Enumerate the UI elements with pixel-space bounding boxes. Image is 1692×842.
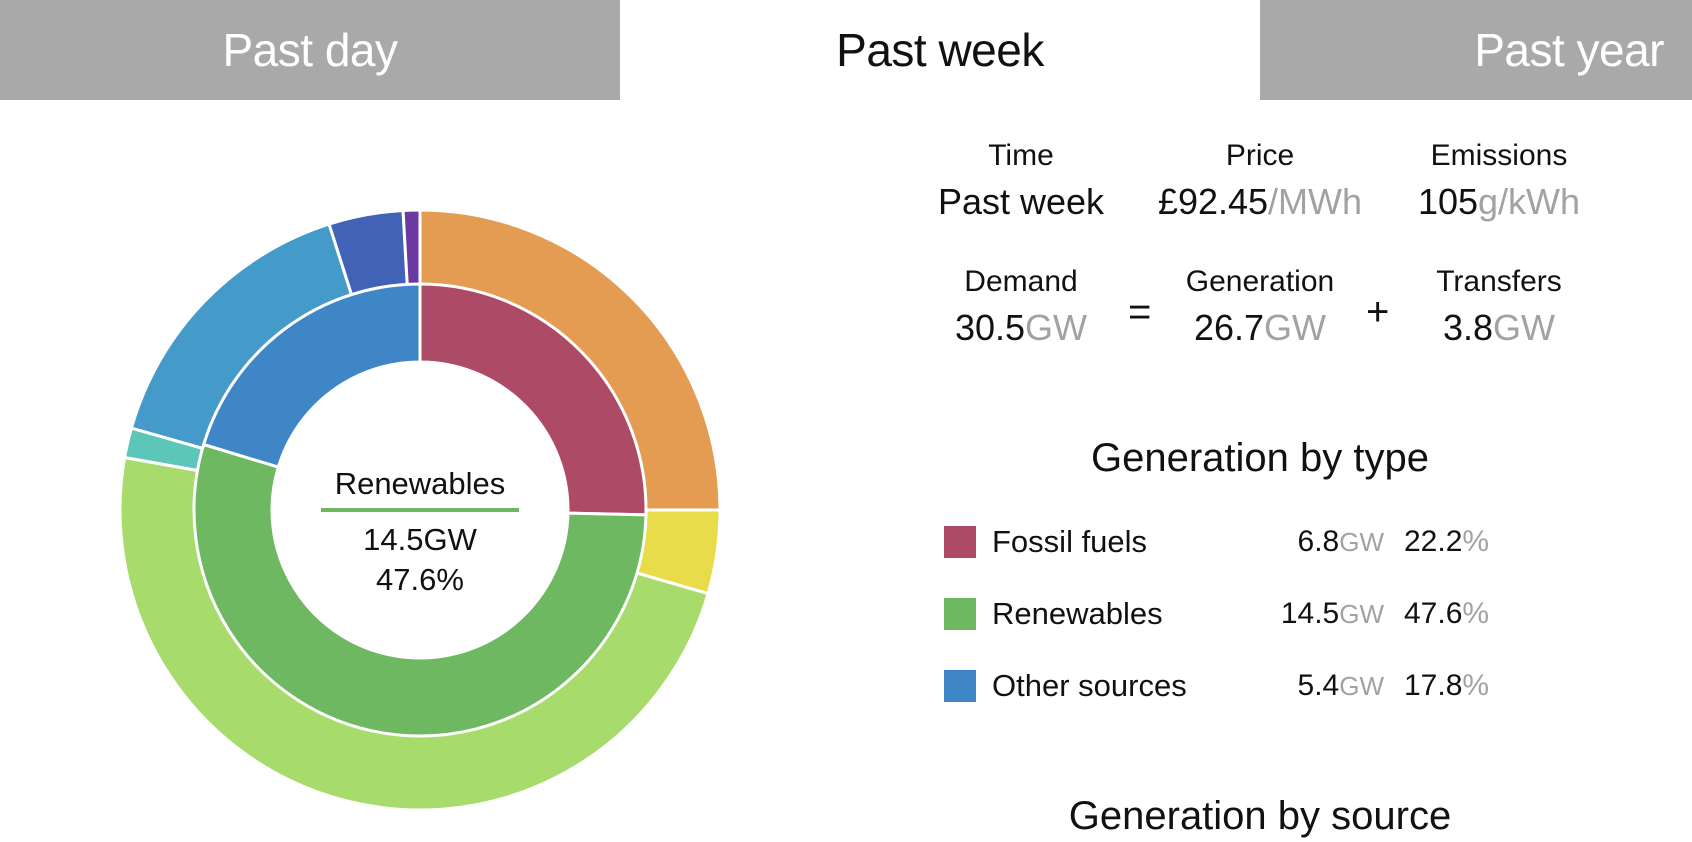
generation-number: 26.7	[1193, 307, 1265, 348]
center-gw: 14.5GW	[363, 522, 477, 557]
fossil-pct-value: 22.2	[1404, 525, 1463, 558]
emissions-unit: g/kWh	[1478, 181, 1581, 222]
legend-swatch-fossil	[944, 526, 976, 558]
stat-generation: Generation 26.7GW	[1140, 262, 1380, 354]
stat-generation-label: Generation	[1185, 265, 1335, 298]
other-pct-unit: %	[1462, 669, 1490, 702]
center-pct: 47.6%	[376, 562, 464, 597]
stat-time-label: Time	[988, 139, 1054, 172]
donut-center-label: Renewables 14.5GW 47.6%	[300, 462, 540, 600]
stat-emissions-value: 105g/kWh	[1379, 176, 1619, 228]
legend-pct-renewables: 47.6%	[1404, 592, 1584, 636]
stat-time: Time Past week	[901, 136, 1141, 228]
outer-slice-6[interactable]	[401, 208, 422, 287]
legend-gw-renewables: 14.5GW	[1281, 592, 1384, 636]
tab-past-week[interactable]: Past week	[620, 0, 1260, 100]
legend-name-fossil: Fossil fuels	[992, 524, 1148, 559]
stat-demand-label: Demand	[964, 265, 1078, 298]
other-gw-unit: GW	[1339, 671, 1384, 701]
stat-price-value: £92.45/MWh	[1140, 176, 1380, 228]
legend-swatch-renewables	[944, 598, 976, 630]
emissions-number: 105	[1417, 181, 1479, 222]
renewables-gw-unit: GW	[1339, 599, 1384, 629]
plus-sign: +	[1366, 290, 1390, 334]
transfers-number: 3.8	[1442, 307, 1494, 348]
other-gw-value: 5.4	[1297, 669, 1340, 702]
stat-time-value: Past week	[937, 181, 1105, 222]
demand-number: 30.5	[954, 307, 1026, 348]
fossil-gw-value: 6.8	[1297, 525, 1340, 558]
stat-transfers-label: Transfers	[1436, 265, 1562, 298]
legend-row-other[interactable]: Other sources 5.4GW 17.8%	[944, 664, 1584, 704]
equals-sign: =	[1128, 290, 1152, 334]
price-number: £92.45	[1157, 181, 1269, 222]
stat-emissions-label: Emissions	[1430, 139, 1568, 172]
center-type-name: Renewables	[334, 466, 506, 501]
transfers-unit: GW	[1493, 307, 1556, 348]
renewables-gw-value: 14.5	[1280, 597, 1340, 630]
other-pct-value: 17.8	[1404, 669, 1463, 702]
tab-past-day[interactable]: Past day	[0, 0, 620, 100]
demand-unit: GW	[1025, 307, 1088, 348]
stat-demand-value: 30.5GW	[901, 302, 1141, 354]
inner-slice-2[interactable]	[201, 282, 422, 469]
stat-price-label: Price	[1225, 139, 1295, 172]
fossil-gw-unit: GW	[1339, 527, 1384, 557]
legend-pct-other: 17.8%	[1404, 664, 1584, 708]
legend-pct-fossil: 22.2%	[1404, 520, 1584, 564]
stat-transfers-value: 3.8GW	[1379, 302, 1619, 354]
center-type-rule	[321, 508, 519, 512]
legend-gw-fossil: 6.8GW	[1298, 520, 1384, 564]
stat-generation-value: 26.7GW	[1140, 302, 1380, 354]
stat-transfers: Transfers 3.8GW	[1379, 262, 1619, 354]
stat-emissions: Emissions 105g/kWh	[1379, 136, 1619, 228]
legend-gw-other: 5.4GW	[1298, 664, 1384, 708]
renewables-pct-value: 47.6	[1404, 597, 1463, 630]
stat-demand: Demand 30.5GW	[901, 262, 1141, 354]
generation-unit: GW	[1264, 307, 1327, 348]
legend-row-renewables[interactable]: Renewables 14.5GW 47.6%	[944, 592, 1584, 632]
inner-slice-0[interactable]	[418, 282, 648, 517]
stat-price: Price £92.45/MWh	[1140, 136, 1380, 228]
renewables-pct-unit: %	[1462, 597, 1490, 630]
legend-row-fossil[interactable]: Fossil fuels 6.8GW 22.2%	[944, 520, 1584, 560]
generation-donut-chart	[118, 208, 722, 812]
generation-by-type-title: Generation by type	[1091, 436, 1429, 480]
inner-slice-1[interactable]	[192, 442, 648, 738]
legend-swatch-other	[944, 670, 976, 702]
price-unit: /MWh	[1268, 181, 1363, 222]
tab-past-year[interactable]: Past year	[1260, 0, 1692, 100]
legend-name-other: Other sources	[992, 668, 1187, 703]
fossil-pct-unit: %	[1462, 525, 1490, 558]
legend-name-renewables: Renewables	[992, 596, 1163, 631]
generation-by-source-title: Generation by source	[1068, 794, 1452, 838]
